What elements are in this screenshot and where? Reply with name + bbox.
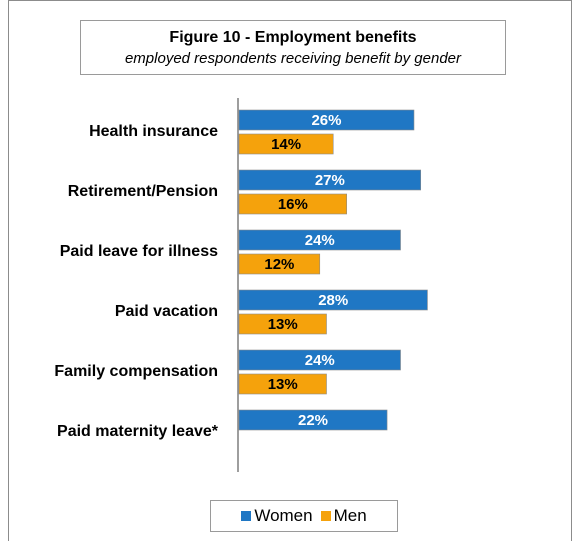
- category-label-health-insurance: Health insurance: [89, 123, 218, 140]
- data-label-men-retirement-pension: 16%: [278, 196, 308, 213]
- bar-men-paid-leave-for-illness: [238, 253, 321, 275]
- chart-legend: Women Men: [210, 500, 398, 532]
- bar-women-family-compensation: [238, 349, 401, 371]
- bar-men-health-insurance: [238, 133, 334, 155]
- bar-women-paid-maternity-leave: [238, 409, 388, 431]
- legend-swatch-women: [241, 511, 252, 521]
- data-label-women-family-compensation: 24%: [305, 352, 335, 369]
- chart-frame: [8, 0, 572, 541]
- bar-men-family-compensation: [238, 373, 327, 395]
- data-label-women-health-insurance: 26%: [311, 112, 341, 129]
- data-label-men-family-compensation: 13%: [268, 376, 298, 393]
- legend-label-men: Men: [333, 506, 367, 525]
- data-label-women-retirement-pension: 27%: [315, 172, 345, 189]
- legend-item-men: Men: [320, 506, 367, 526]
- category-label-family-compensation: Family compensation: [54, 363, 218, 380]
- chart-subtitle: employed respondents receiving benefit b…: [124, 50, 462, 67]
- data-label-men-paid-vacation: 13%: [268, 316, 298, 333]
- chart-title-box: Figure 10 - Employment benefits employed…: [80, 20, 506, 75]
- legend-label-women: Women: [254, 506, 313, 525]
- category-label-paid-vacation: Paid vacation: [115, 303, 218, 320]
- legend-swatch-men: [320, 511, 331, 521]
- category-label-paid-leave-for-illness: Paid leave for illness: [60, 243, 218, 260]
- data-label-women-paid-vacation: 28%: [318, 292, 348, 309]
- category-label-paid-maternity-leave: Paid maternity leave*: [57, 423, 219, 440]
- category-label-retirement-pension: Retirement/Pension: [68, 183, 218, 200]
- bar-women-paid-vacation: [238, 289, 428, 311]
- bar-women-retirement-pension: [238, 169, 422, 191]
- bar-men-paid-vacation: [238, 313, 327, 335]
- data-label-men-health-insurance: 14%: [271, 136, 301, 153]
- bar-women-health-insurance: [238, 109, 415, 131]
- data-label-women-paid-leave-for-illness: 24%: [305, 232, 335, 249]
- chart-title: Figure 10 - Employment benefits: [169, 29, 417, 46]
- bar-men-retirement-pension: [238, 193, 347, 215]
- data-label-women-paid-maternity-leave: 22%: [298, 412, 328, 429]
- legend-item-women: Women: [241, 506, 313, 526]
- data-label-men-paid-leave-for-illness: 12%: [264, 256, 294, 273]
- bar-women-paid-leave-for-illness: [238, 229, 401, 251]
